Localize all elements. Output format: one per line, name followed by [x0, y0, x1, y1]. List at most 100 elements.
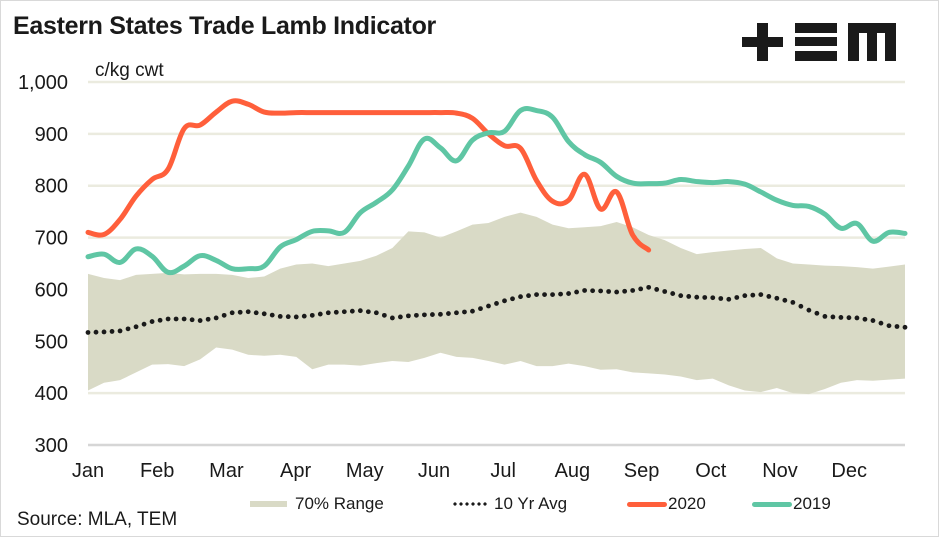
ten-year-avg-dot — [718, 296, 724, 301]
ten-year-avg-dot — [245, 309, 251, 315]
ten-year-avg-dot — [678, 293, 684, 299]
x-axis-ticks: Jan Feb Mar Apr May Jun Jul Aug Sep Oct Nov Dec — [72, 460, 867, 482]
ten-year-avg-dot — [85, 330, 91, 335]
ten-year-avg-dot — [446, 311, 451, 316]
ten-year-avg-dot — [486, 303, 491, 309]
ten-year-avg-dot — [774, 295, 780, 301]
x-tick-label-jul: Jul — [490, 460, 516, 482]
ten-year-avg-dot — [405, 313, 411, 319]
ten-year-avg-dot — [598, 288, 604, 294]
ten-year-avg-dot — [309, 312, 315, 318]
ten-year-avg-dot — [510, 296, 515, 302]
ten-year-avg-dot — [430, 312, 435, 317]
ten-year-avg-dot — [662, 289, 668, 294]
series-line-2019 — [85, 106, 908, 276]
ten-year-avg-dot — [750, 292, 756, 298]
ten-year-avg-dot — [438, 311, 443, 317]
ten-year-avg-dot — [862, 316, 868, 322]
ten-year-avg-dot — [686, 294, 692, 299]
ten-year-avg-dot — [566, 291, 571, 296]
x-tick-label-oct: Oct — [695, 460, 727, 482]
ten-year-avg-dot — [902, 324, 908, 330]
ten-year-avg-dot — [325, 310, 331, 316]
legend-item-avg: 10 Yr Avg — [452, 493, 567, 515]
ten-year-avg-dot — [534, 292, 539, 298]
y-axis-unit-label: c/kg cwt — [95, 60, 164, 81]
y-tick-label: 800 — [35, 176, 68, 198]
ten-year-avg-dot — [301, 313, 307, 319]
ten-year-avg-dot — [622, 288, 628, 294]
x-tick-label-may: May — [346, 460, 384, 482]
ten-year-avg-dot — [814, 310, 820, 316]
ten-year-avg-dot — [109, 329, 115, 334]
logo-e-bottom — [795, 51, 837, 61]
ten-year-avg-dot — [141, 321, 147, 327]
ten-year-avg-dot — [397, 314, 403, 320]
ten-year-avg-dot — [878, 320, 884, 326]
ten-year-avg-dot — [830, 314, 836, 320]
legend-swatch-line — [627, 501, 667, 507]
ten-year-avg-dot — [181, 316, 187, 322]
ten-year-avg-dot — [846, 315, 852, 321]
ten-year-avg-dot — [189, 317, 195, 323]
ten-year-avg-dot — [349, 308, 355, 314]
ten-year-avg-dot — [365, 309, 371, 315]
logo-e-top — [795, 23, 837, 33]
ten-year-avg-dot — [253, 310, 259, 316]
logo-e-mid — [795, 37, 837, 46]
ten-year-avg-dot — [526, 293, 531, 299]
x-tick-label-jan: Jan — [72, 460, 104, 482]
legend-label: 2019 — [793, 494, 831, 513]
ten-year-avg-dot — [518, 294, 523, 300]
ten-year-avg-dot — [117, 328, 123, 334]
ten-year-avg-dot — [742, 293, 748, 299]
ten-year-avg-dot — [213, 315, 219, 321]
ten-year-avg-dot — [462, 309, 467, 315]
ten-year-avg-dot — [422, 312, 427, 318]
ten-year-avg-dot — [726, 296, 732, 302]
ten-year-avg-dot — [654, 287, 660, 292]
ten-year-avg-dot — [381, 312, 387, 318]
logo-m — [848, 23, 896, 61]
ten-year-avg-dot — [550, 292, 555, 298]
y-tick-label: 700 — [35, 228, 68, 250]
ten-year-avg-dot — [133, 324, 139, 330]
x-tick-label-jun: Jun — [418, 460, 450, 482]
y-tick-label: 600 — [35, 279, 68, 301]
ten-year-avg-dot — [205, 316, 211, 322]
ten-year-avg-dot — [165, 316, 171, 322]
legend-item-2020: 2020 — [627, 493, 706, 515]
legend-item-2019: 2019 — [752, 493, 831, 515]
ten-year-avg-dot — [317, 311, 323, 317]
chart-title: Eastern States Trade Lamb Indicator — [13, 12, 436, 40]
ten-year-avg-dot — [229, 310, 235, 316]
ten-year-avg-dot — [173, 316, 179, 322]
ten-year-avg-dot — [766, 294, 772, 299]
source-note: Source: MLA, TEM — [17, 509, 178, 530]
x-tick-label-apr: Apr — [280, 460, 311, 482]
tem-logo — [742, 23, 896, 61]
ten-year-avg-dot — [101, 329, 107, 335]
ten-year-avg-dot — [558, 291, 563, 297]
ten-year-avg-dot — [494, 301, 499, 306]
ten-year-avg-dot — [630, 288, 636, 293]
ten-year-avg-dot — [758, 292, 764, 298]
ten-year-avg-dot — [614, 289, 620, 295]
ten-year-avg-dot — [734, 295, 740, 300]
x-tick-label-mar: Mar — [209, 460, 244, 482]
legend-swatch-band — [250, 501, 287, 507]
y-tick-label: 300 — [35, 435, 68, 457]
ten-year-avg-dot — [838, 315, 844, 320]
ten-year-avg-dot — [694, 294, 700, 300]
x-tick-label-nov: Nov — [762, 460, 798, 482]
ten-year-avg-dot — [822, 313, 828, 319]
ten-year-avg-dot — [357, 308, 363, 314]
ten-year-avg-dot — [806, 307, 812, 313]
ten-year-avg-dot — [854, 315, 860, 321]
ten-year-avg-dot — [590, 288, 596, 294]
ten-year-avg-dot — [790, 299, 796, 305]
ten-year-avg-dot — [574, 289, 579, 295]
ten-year-avg-dot — [470, 308, 475, 314]
ten-year-avg-dot — [149, 319, 155, 324]
logo-plus-vertical — [757, 23, 768, 61]
